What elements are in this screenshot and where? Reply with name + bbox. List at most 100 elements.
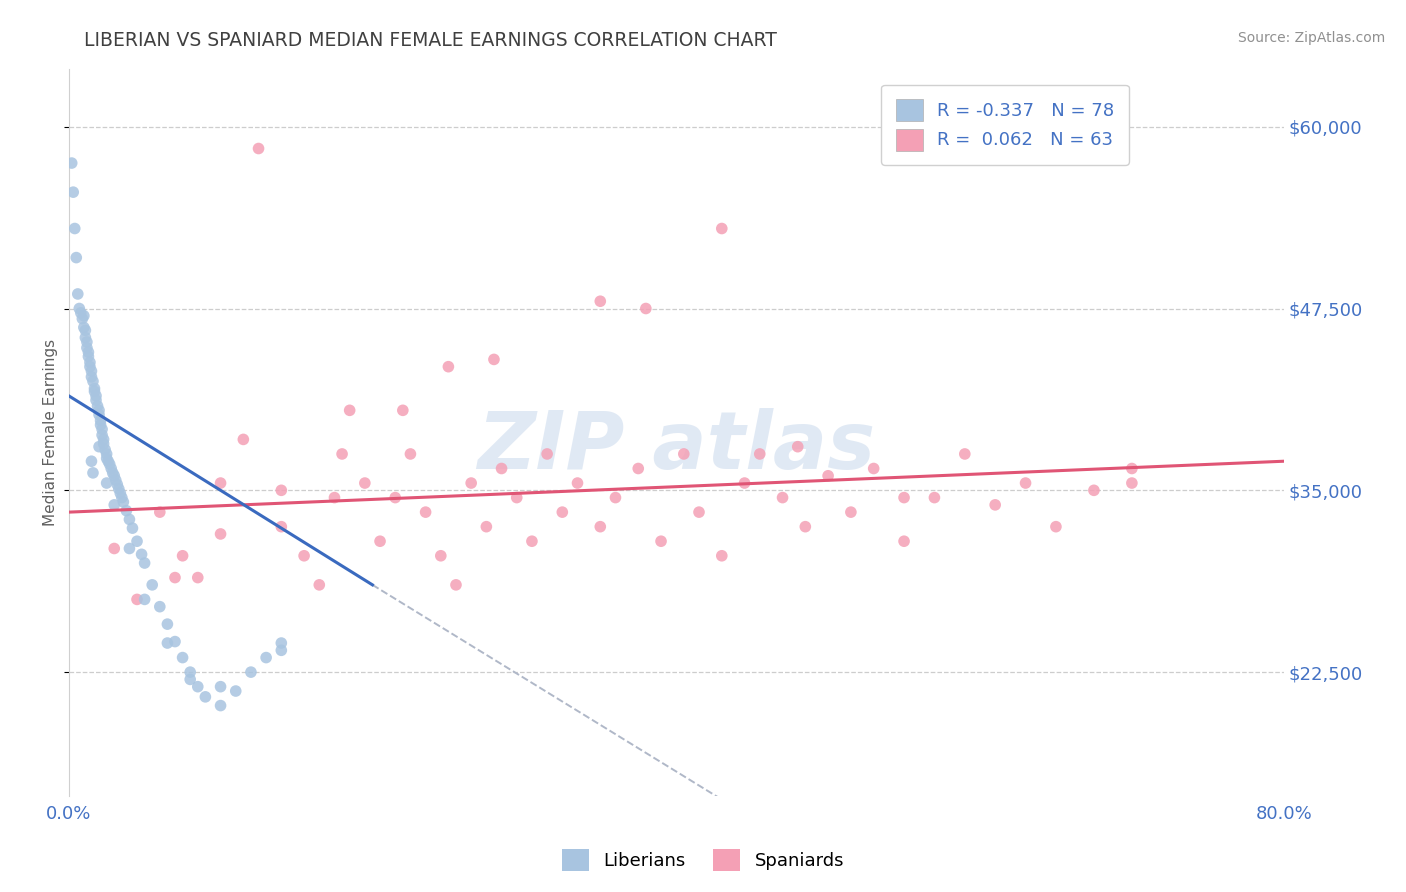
Point [75,323,97,337]
Point [209,527,232,541]
Point [506,491,529,505]
Point [1083,483,1105,498]
Point [98,457,121,471]
Point [672,447,695,461]
Point [77,345,100,359]
Point [63,221,86,235]
Point [444,578,467,592]
Point [77,350,100,364]
Point [270,643,292,657]
Point [84,393,107,408]
Point [384,491,406,505]
Point [80,364,103,378]
Point [84,389,107,403]
Point [893,534,915,549]
Point [87,440,110,454]
Y-axis label: Median Female Earnings: Median Female Earnings [44,339,58,525]
Point [83,384,105,399]
Point [710,549,733,563]
Point [688,505,710,519]
Text: LIBERIAN VS SPANIARD MEDIAN FEMALE EARNINGS CORRELATION CHART: LIBERIAN VS SPANIARD MEDIAN FEMALE EARNI… [84,31,778,50]
Point [650,534,672,549]
Point [710,221,733,235]
Legend: Liberians, Spaniards: Liberians, Spaniards [555,842,851,879]
Point [103,541,125,556]
Point [90,413,112,427]
Point [308,578,330,592]
Point [76,341,98,355]
Point [179,673,201,687]
Point [893,491,915,505]
Point [149,599,172,614]
Point [125,592,148,607]
Point [415,505,437,519]
Point [924,491,946,505]
Point [67,301,90,316]
Point [156,617,179,632]
Point [292,549,315,563]
Text: Source: ZipAtlas.com: Source: ZipAtlas.com [1237,31,1385,45]
Point [69,306,91,320]
Point [101,466,124,480]
Point [589,519,612,533]
Point [491,461,513,475]
Point [100,461,122,475]
Point [112,495,135,509]
Point [66,287,89,301]
Point [75,330,97,344]
Point [475,519,498,533]
Point [110,486,132,500]
Point [984,498,1007,512]
Point [482,352,505,367]
Point [93,437,115,451]
Point [786,440,808,454]
Point [567,476,589,491]
Point [118,512,141,526]
Point [87,408,110,422]
Point [817,468,839,483]
Point [839,505,862,519]
Point [94,442,117,457]
Point [163,571,186,585]
Point [80,454,103,468]
Point [96,451,118,466]
Point [353,476,375,491]
Point [149,505,172,519]
Point [104,473,127,487]
Point [172,549,194,563]
Point [605,491,627,505]
Point [134,592,156,607]
Point [330,447,353,461]
Point [254,650,277,665]
Point [225,684,247,698]
Point [163,634,186,648]
Point [794,519,817,533]
Point [270,519,292,533]
Point [86,399,108,413]
Point [134,556,156,570]
Point [1014,476,1036,491]
Point [79,359,101,374]
Point [73,309,96,323]
Point [82,466,104,480]
Point [179,665,201,680]
Point [87,403,110,417]
Point [105,477,128,491]
Point [323,491,346,505]
Point [536,447,558,461]
Point [125,534,148,549]
Point [131,547,153,561]
Point [368,534,391,549]
Point [748,447,770,461]
Point [772,491,794,505]
Point [172,650,194,665]
Point [91,428,114,442]
Point [209,680,232,694]
Point [83,382,105,396]
Point [96,476,118,491]
Point [62,185,84,199]
Point [392,403,415,417]
Point [247,141,270,155]
Point [239,665,262,680]
Legend: R = -0.337   N = 78, R =  0.062   N = 63: R = -0.337 N = 78, R = 0.062 N = 63 [882,85,1129,165]
